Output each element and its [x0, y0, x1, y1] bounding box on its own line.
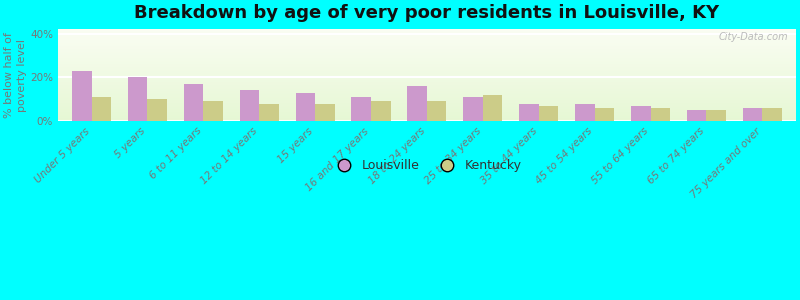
Bar — [128, 77, 147, 121]
Bar — [594, 108, 614, 121]
Text: City-Data.com: City-Data.com — [719, 32, 789, 42]
Bar — [575, 103, 594, 121]
Bar — [91, 97, 111, 121]
Bar — [407, 86, 427, 121]
Bar — [427, 101, 446, 121]
Bar — [706, 110, 726, 121]
Bar — [371, 101, 390, 121]
Bar — [742, 108, 762, 121]
Bar — [762, 108, 782, 121]
Bar — [351, 97, 371, 121]
Bar — [72, 71, 91, 121]
Bar — [687, 110, 706, 121]
Bar — [259, 103, 278, 121]
Bar — [240, 90, 259, 121]
Bar — [203, 101, 223, 121]
Bar — [463, 97, 483, 121]
Bar — [519, 103, 538, 121]
Bar — [483, 95, 502, 121]
Bar — [295, 93, 315, 121]
Title: Breakdown by age of very poor residents in Louisville, KY: Breakdown by age of very poor residents … — [134, 4, 719, 22]
Bar — [315, 103, 334, 121]
Y-axis label: % below half of
poverty level: % below half of poverty level — [4, 32, 27, 118]
Bar — [631, 106, 650, 121]
Legend: Louisville, Kentucky: Louisville, Kentucky — [327, 154, 527, 177]
Bar — [184, 84, 203, 121]
Bar — [538, 106, 558, 121]
Bar — [650, 108, 670, 121]
Bar — [147, 99, 167, 121]
